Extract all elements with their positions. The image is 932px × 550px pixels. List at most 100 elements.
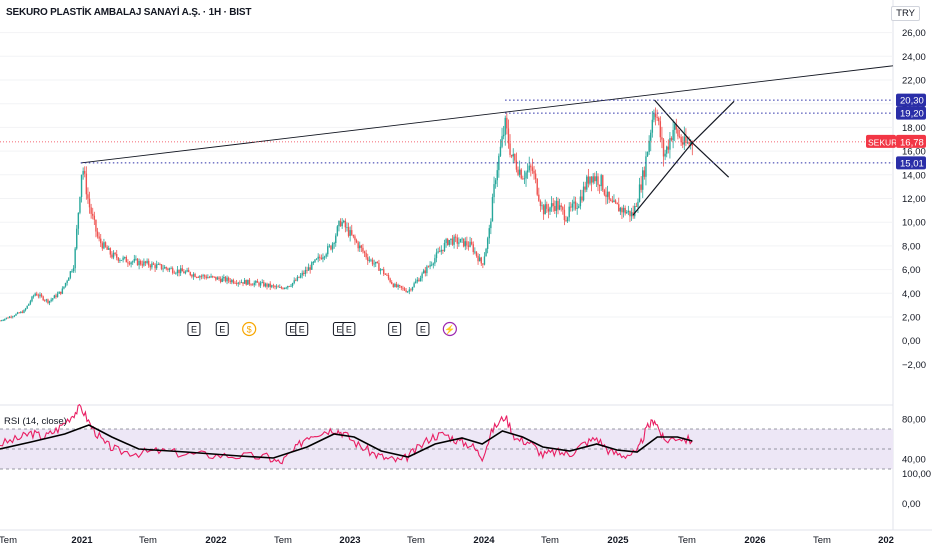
candle-body [387, 275, 390, 279]
candle-body [595, 176, 598, 182]
candle-body [416, 279, 419, 282]
time-tick-label: 2023 [339, 535, 360, 546]
candle-body [341, 222, 343, 227]
candle-body [296, 276, 299, 281]
candle-body [605, 194, 607, 197]
candle-body [183, 271, 185, 274]
candle-body [546, 204, 548, 209]
candle-body [71, 271, 73, 272]
candle-body [395, 284, 398, 287]
candle-body [195, 277, 198, 278]
candle-body [125, 257, 128, 263]
rsi-line [0, 403, 693, 465]
candle-body [349, 230, 351, 236]
candle-body [614, 200, 617, 203]
candle-body [391, 282, 393, 284]
candle-body [426, 266, 428, 274]
candle-body [149, 265, 151, 268]
candle-body [279, 287, 281, 288]
level-price-tag [896, 93, 926, 107]
candle-body [504, 117, 506, 135]
price-tick-label: 4,00 [902, 289, 921, 300]
candle-body [400, 286, 403, 288]
candle-body [523, 178, 526, 180]
candle-body [186, 270, 188, 272]
candle-body [338, 220, 340, 227]
rsi-tick-label: 100,00 [902, 469, 931, 480]
candle-body [571, 203, 574, 208]
candle-body [490, 221, 492, 229]
time-tick-label: 2024 [473, 535, 495, 546]
candle-body [104, 242, 107, 247]
candle-body [549, 207, 551, 212]
candle-body [493, 184, 495, 198]
candle-body [207, 277, 209, 279]
candle-body [677, 129, 679, 137]
candle-body [608, 191, 610, 200]
candle-body [685, 136, 687, 143]
candle-body [653, 113, 655, 120]
candle-body [309, 267, 311, 270]
candle-body [450, 238, 452, 241]
candle-body [98, 236, 100, 239]
candle-body [215, 276, 217, 280]
candle-body [485, 248, 487, 257]
candle-body [581, 196, 583, 201]
candle-body [282, 288, 284, 289]
candle-body [437, 251, 439, 253]
candle-body [76, 228, 78, 249]
candle-body [96, 231, 99, 237]
candle-body [328, 245, 331, 247]
last-price-label: 16,78 [900, 137, 924, 148]
candle-body [7, 317, 9, 319]
candle-body [40, 294, 43, 297]
candle-body [603, 190, 606, 195]
candle-body [624, 207, 626, 214]
candle-body [344, 220, 347, 228]
candle-body [383, 269, 385, 275]
candle-body [682, 142, 684, 145]
candle-body [378, 263, 380, 271]
candle-body [189, 272, 191, 276]
candle-body [53, 295, 56, 299]
candle-body [69, 271, 72, 278]
candle-body [434, 258, 436, 264]
price-tick-label: 6,00 [902, 265, 921, 276]
candle-body [234, 282, 236, 284]
candle-body [669, 138, 671, 150]
candle-body [683, 136, 686, 145]
time-tick-label: Tem [541, 535, 559, 546]
candle-body [459, 238, 462, 243]
candle-body [488, 228, 490, 239]
candle-body [120, 260, 123, 261]
candle-body [638, 184, 641, 202]
candle-body [643, 170, 646, 177]
candle-body [539, 200, 542, 207]
candle-body [247, 279, 249, 285]
candle-body [117, 257, 120, 261]
candle-body [231, 280, 233, 283]
candle-body [373, 263, 375, 265]
candle-body [320, 257, 323, 260]
candle-body [155, 264, 158, 269]
candle-body [592, 176, 594, 183]
candle-body [4, 318, 6, 321]
candle-body [359, 245, 361, 249]
currency-button[interactable]: TRY [891, 6, 920, 21]
candle-body [26, 305, 28, 309]
candle-body [147, 260, 150, 266]
candle-body [458, 242, 460, 244]
candle-body [88, 198, 91, 208]
candle-body [179, 268, 182, 274]
time-tick-label: 202 [878, 535, 894, 546]
candle-body [600, 175, 602, 187]
candle-body [132, 261, 134, 263]
candle-body [606, 191, 609, 197]
candle-body [534, 173, 537, 179]
candle-body [576, 207, 578, 209]
candle-body [261, 281, 263, 283]
candle-body [34, 293, 36, 296]
candle-body [31, 296, 33, 302]
candle-body [343, 220, 345, 223]
